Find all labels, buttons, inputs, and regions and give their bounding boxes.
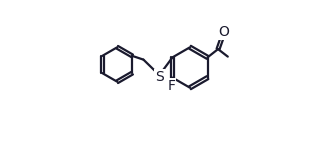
Text: F: F xyxy=(168,79,176,93)
Text: O: O xyxy=(218,25,229,39)
Text: S: S xyxy=(155,70,164,84)
